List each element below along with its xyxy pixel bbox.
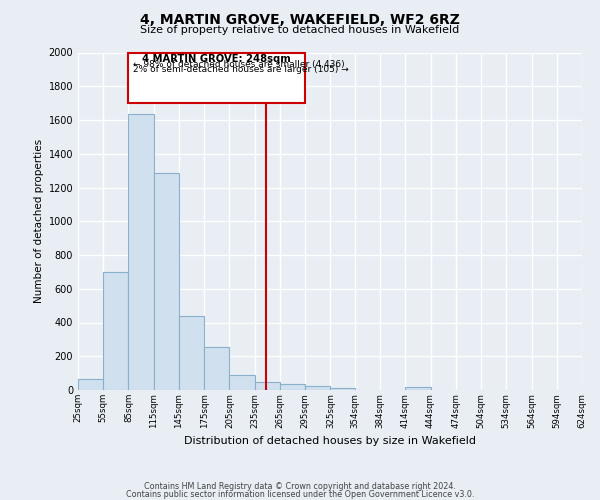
Bar	[179, 316, 204, 390]
Bar	[103, 272, 128, 390]
Text: 2% of semi-detached houses are larger (105) →: 2% of semi-detached houses are larger (1…	[133, 64, 349, 74]
Bar	[305, 386, 331, 390]
Bar	[128, 114, 154, 390]
Bar	[128, 52, 305, 103]
Bar	[229, 375, 254, 390]
Text: Contains public sector information licensed under the Open Government Licence v3: Contains public sector information licen…	[126, 490, 474, 499]
Bar	[254, 382, 280, 390]
Bar	[406, 388, 431, 390]
Bar	[78, 379, 103, 390]
Text: ← 98% of detached houses are smaller (4,436): ← 98% of detached houses are smaller (4,…	[133, 60, 344, 68]
Text: 4 MARTIN GROVE: 248sqm: 4 MARTIN GROVE: 248sqm	[142, 54, 291, 64]
Text: Contains HM Land Registry data © Crown copyright and database right 2024.: Contains HM Land Registry data © Crown c…	[144, 482, 456, 491]
Y-axis label: Number of detached properties: Number of detached properties	[34, 139, 44, 304]
Bar	[204, 347, 229, 390]
Bar	[154, 173, 179, 390]
Bar	[280, 384, 305, 390]
Text: 4, MARTIN GROVE, WAKEFIELD, WF2 6RZ: 4, MARTIN GROVE, WAKEFIELD, WF2 6RZ	[140, 12, 460, 26]
Bar	[331, 388, 355, 390]
Text: Size of property relative to detached houses in Wakefield: Size of property relative to detached ho…	[140, 25, 460, 35]
X-axis label: Distribution of detached houses by size in Wakefield: Distribution of detached houses by size …	[184, 436, 476, 446]
